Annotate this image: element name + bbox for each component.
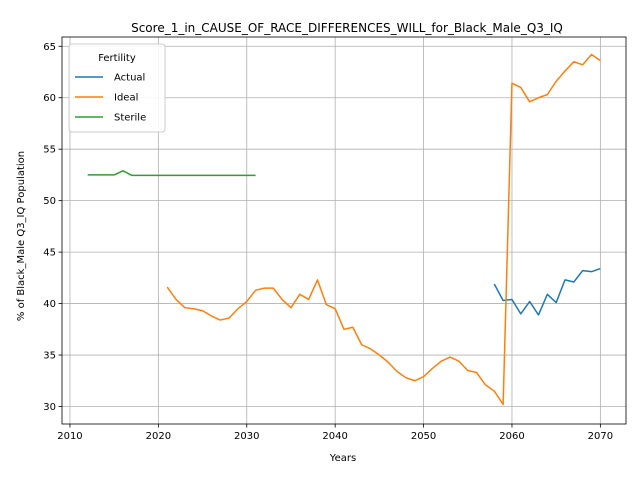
y-tick-label: 60 bbox=[43, 93, 56, 104]
series-line-ideal bbox=[166, 53, 601, 406]
legend-label-actual: Actual bbox=[114, 73, 145, 84]
x-tick-label: 2070 bbox=[588, 431, 613, 442]
x-axis-label: Years bbox=[329, 453, 356, 464]
x-tick-label: 2010 bbox=[57, 431, 82, 442]
legend-label-ideal: Ideal bbox=[114, 93, 138, 104]
x-tick-label: 2040 bbox=[322, 431, 347, 442]
y-tick-label: 55 bbox=[43, 145, 56, 156]
y-tick-label: 65 bbox=[43, 42, 56, 53]
chart-title: Score_1_in_CAUSE_OF_RACE_DIFFERENCES_WIL… bbox=[131, 21, 563, 35]
legend: Fertility Actual Ideal Sterile bbox=[68, 43, 166, 133]
plot-frame bbox=[61, 36, 627, 425]
y-axis: 30 35 40 45 50 55 60 65 bbox=[43, 42, 62, 413]
legend-label-sterile: Sterile bbox=[114, 113, 146, 124]
y-tick-label: 45 bbox=[43, 248, 56, 259]
x-tick-label: 2050 bbox=[411, 431, 436, 442]
y-tick-label: 30 bbox=[43, 402, 56, 413]
series-line-sterile bbox=[87, 170, 256, 177]
legend-title: Fertility bbox=[98, 53, 136, 64]
y-tick-label: 35 bbox=[43, 351, 56, 362]
series-layer bbox=[87, 53, 601, 406]
x-tick-label: 2030 bbox=[234, 431, 259, 442]
x-tick-label: 2020 bbox=[146, 431, 171, 442]
x-axis: 2010 2020 2030 2040 2050 2060 2070 bbox=[57, 424, 613, 442]
x-tick-label: 2060 bbox=[499, 431, 524, 442]
series-line-actual bbox=[493, 267, 601, 316]
legend-box bbox=[68, 43, 166, 133]
y-axis-label: % of Black_Male Q3_IQ Population bbox=[16, 151, 27, 321]
y-tick-label: 40 bbox=[43, 299, 56, 310]
y-tick-label: 50 bbox=[43, 196, 56, 207]
